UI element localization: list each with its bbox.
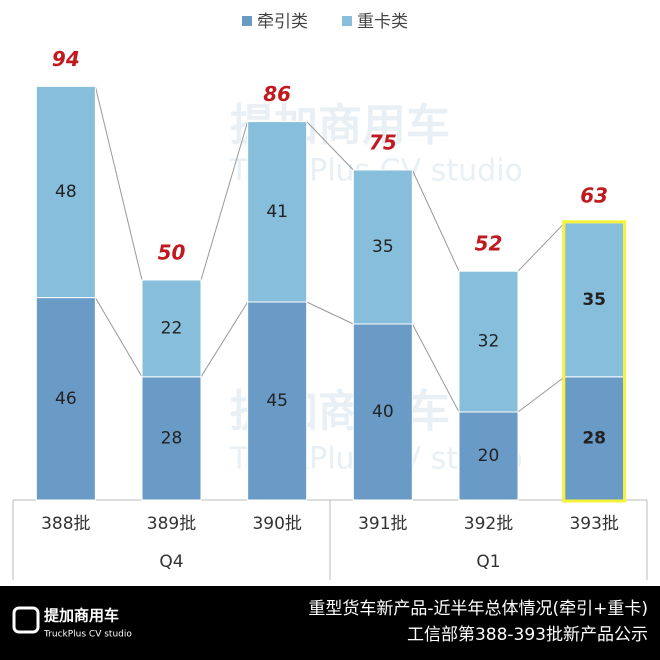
total-label: 50 [158,241,186,265]
bar-segment [247,301,308,501]
value-label: 28 [161,428,183,448]
value-label: 20 [478,446,500,466]
total-label: 63 [580,183,608,207]
footer-line: 重型货车新产品-近半年总体情况(牵引+重卡) [308,599,648,619]
footer-logo-sub: TruckPlus CV studio [43,630,132,640]
legend-label: 重卡类 [357,12,408,32]
bar-segment [458,270,519,413]
connector [94,297,143,378]
x-tick-label: 393批 [569,514,618,534]
bar-segment [352,323,413,501]
x-tick-label: 389批 [147,514,196,534]
connector [94,86,143,281]
value-label: 45 [266,391,288,411]
bar-segment [564,222,625,378]
footer-bar [0,586,660,660]
footer-logo: 提加商用车 [44,607,119,625]
connector [517,376,565,413]
x-tick-label: 388批 [41,514,90,534]
group-label: Q1 [476,552,500,572]
value-label: 48 [55,182,77,202]
legend-label: 牵引类 [257,12,308,32]
value-label: 41 [266,202,288,222]
x-tick-label: 390批 [252,514,301,534]
group-label: Q4 [159,552,183,572]
connector [411,323,460,413]
value-label: 35 [372,237,394,257]
highlight-frame [562,220,627,503]
total-label: 94 [52,47,80,71]
bar-segment [35,297,96,501]
bar-segment [247,121,308,303]
bar-segment [35,85,96,299]
connector [411,169,460,272]
value-label: 40 [372,402,394,422]
bar-segment [141,279,202,378]
value-label: 32 [478,332,500,352]
total-label: 86 [263,82,291,106]
x-tick-label: 391批 [358,514,407,534]
connector [517,222,566,272]
connector [306,121,354,171]
connector [200,301,249,378]
footer-line: 工信部第388-393批新产品公示 [407,625,648,645]
total-label: 52 [475,232,503,256]
x-tick-label: 392批 [464,514,513,534]
value-label: 28 [582,428,606,448]
value-label: 46 [55,389,77,409]
bar-segment [458,411,519,501]
total-label: 75 [369,131,397,155]
legend-swatch [242,16,252,26]
connector [200,121,249,281]
footer-icon [12,606,40,634]
legend-swatch [342,16,352,26]
value-label: 35 [582,290,606,310]
connector [306,301,354,325]
bar-segment [564,376,625,501]
bar-segment [352,169,413,325]
value-label: 22 [161,318,183,338]
